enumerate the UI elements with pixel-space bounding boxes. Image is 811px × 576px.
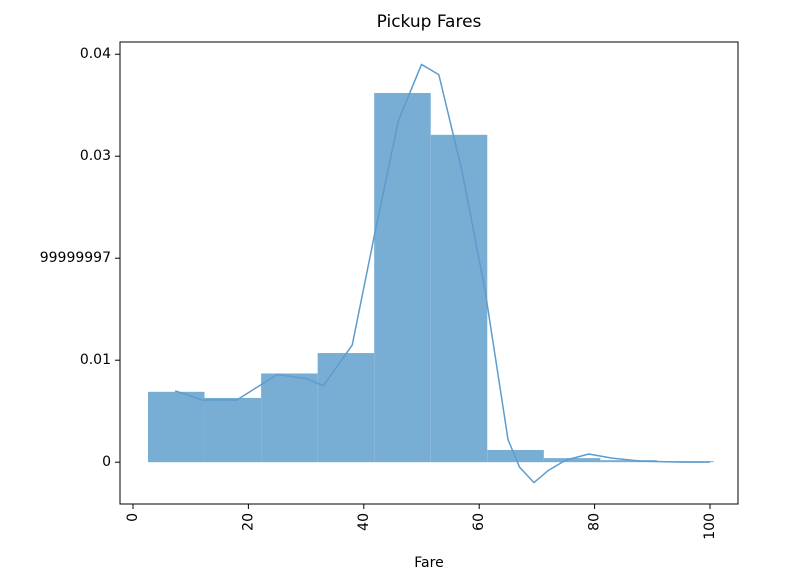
x-tick-label: 40 xyxy=(356,513,372,531)
y-tick-label: 0.01 xyxy=(80,352,111,368)
kde-line xyxy=(174,63,711,484)
x-tick-label: 100 xyxy=(702,513,718,540)
x-axis-label: Fare xyxy=(414,555,443,571)
x-tick-label: 80 xyxy=(587,513,603,531)
x-tick-label: 20 xyxy=(240,513,256,531)
bar xyxy=(147,391,205,463)
bar xyxy=(261,373,318,463)
bar xyxy=(543,458,601,463)
bar xyxy=(317,353,375,463)
y-tick-label: 0.04 xyxy=(80,46,111,62)
plot-frame xyxy=(119,41,739,505)
y-tick-label: 99999997 xyxy=(40,250,111,266)
chart-title: Pickup Fares xyxy=(377,12,482,32)
bar xyxy=(204,397,262,463)
bar xyxy=(430,134,488,463)
x-tick-label: 0 xyxy=(125,513,141,522)
bar xyxy=(374,92,431,463)
y-tick-label: 0.03 xyxy=(80,148,111,164)
bar xyxy=(600,460,657,463)
y-tick-label: 0 xyxy=(102,454,111,470)
x-tick-label: 60 xyxy=(471,513,487,531)
